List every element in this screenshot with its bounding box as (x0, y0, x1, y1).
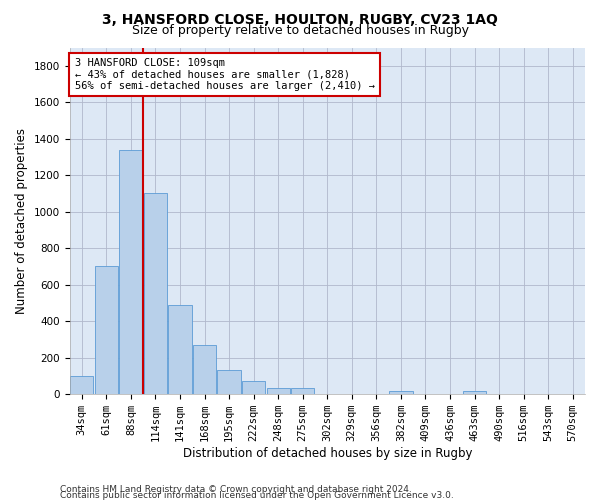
Text: 3 HANSFORD CLOSE: 109sqm
← 43% of detached houses are smaller (1,828)
56% of sem: 3 HANSFORD CLOSE: 109sqm ← 43% of detach… (74, 58, 374, 91)
Bar (389, 392, 413, 394)
Bar (119, 150, 143, 394)
Bar (291, 388, 314, 394)
Bar (169, 305, 191, 394)
X-axis label: Distribution of detached houses by size in Rugby: Distribution of detached houses by size … (182, 447, 472, 460)
Bar (463, 390, 486, 394)
Text: Size of property relative to detached houses in Rugby: Size of property relative to detached ho… (131, 24, 469, 37)
Text: Contains HM Land Registry data © Crown copyright and database right 2024.: Contains HM Land Registry data © Crown c… (60, 484, 412, 494)
Bar (70, 376, 94, 394)
Text: 3, HANSFORD CLOSE, HOULTON, RUGBY, CV23 1AQ: 3, HANSFORD CLOSE, HOULTON, RUGBY, CV23 … (102, 12, 498, 26)
Bar (95, 266, 118, 394)
Bar (144, 194, 167, 394)
Y-axis label: Number of detached properties: Number of detached properties (15, 128, 28, 314)
Bar (193, 345, 216, 394)
Bar (217, 370, 241, 394)
Bar (242, 382, 265, 394)
Text: Contains public sector information licensed under the Open Government Licence v3: Contains public sector information licen… (60, 491, 454, 500)
Bar (266, 388, 290, 394)
